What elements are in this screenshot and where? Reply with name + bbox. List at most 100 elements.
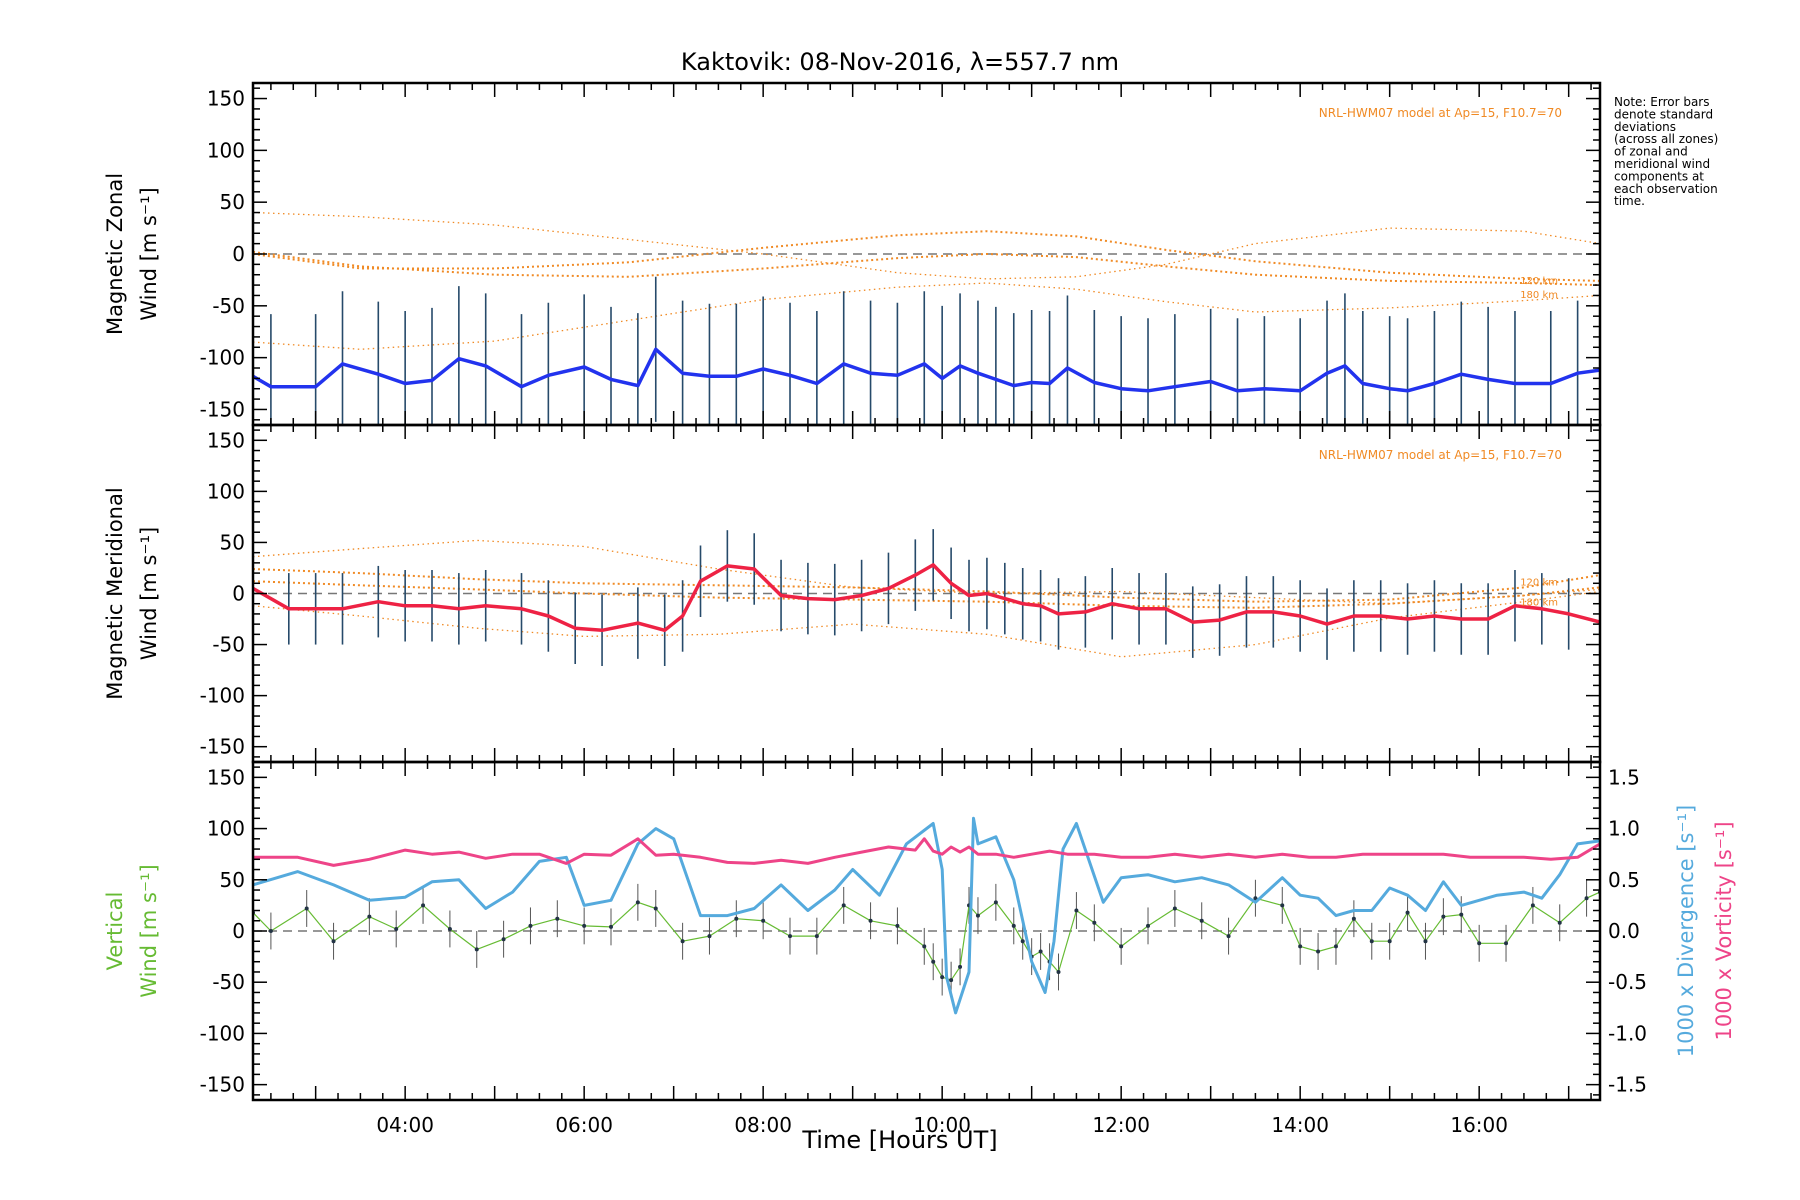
- y-tick-label: -100: [200, 346, 245, 370]
- y-tick-label: 50: [220, 190, 245, 214]
- y-tick-label: -150: [200, 397, 245, 421]
- x-tick-label: 06:00: [555, 1113, 613, 1137]
- y-tick-label-right: 1.5: [1608, 765, 1640, 789]
- data-point: [1298, 944, 1303, 949]
- data-point: [680, 939, 685, 944]
- y-tick-label: 150: [207, 87, 245, 111]
- y-tick-label: 100: [207, 817, 245, 841]
- x-tick-label: 16:00: [1450, 1113, 1508, 1137]
- y-tick-label: 100: [207, 479, 245, 503]
- plot-area: [253, 211, 1600, 425]
- model-label: NRL-HWM07 model at Ap=15, F10.7=70: [1319, 448, 1562, 462]
- y-axis-label: Vertical: [103, 892, 127, 971]
- y-tick-label: 150: [207, 765, 245, 789]
- y-tick-label: -50: [212, 294, 245, 318]
- data-point: [474, 947, 479, 952]
- error-bars: [253, 873, 1600, 999]
- model-altitude-label: 180 km: [1520, 290, 1558, 301]
- data-point: [761, 918, 766, 923]
- data-point: [958, 964, 963, 969]
- data-point: [814, 934, 819, 939]
- data-point: [1020, 939, 1025, 944]
- data-point: [1351, 916, 1356, 921]
- data-point: [707, 934, 712, 939]
- note-line: meridional wind: [1614, 157, 1710, 171]
- data-point: [1226, 934, 1231, 939]
- data-point: [949, 978, 954, 983]
- model-curve: [253, 250, 1600, 287]
- data-point: [331, 939, 336, 944]
- data-point: [1172, 906, 1177, 911]
- data-point: [268, 929, 273, 933]
- panel-1: 150 100 50 0 -50 -100 -150 Magnetic Zonal Wind […: [103, 81, 1602, 427]
- data-point: [1011, 923, 1016, 928]
- note-line: Note: Error bars: [1614, 95, 1709, 109]
- y-tick-label: -150: [200, 1073, 245, 1097]
- y-axis-label: Magnetic Zonal: [103, 173, 127, 335]
- note-line: deviations: [1614, 120, 1676, 134]
- y-tick-label: -150: [200, 735, 245, 759]
- y-tick-label: -100: [200, 684, 245, 708]
- data-point: [447, 926, 452, 931]
- y-tick-label: -100: [200, 1021, 245, 1045]
- data-point: [1056, 969, 1061, 974]
- data-point: [1253, 896, 1258, 901]
- y-tick-label-right: -0.5: [1608, 970, 1647, 994]
- y-axis-label: Wind [m s⁻¹]: [137, 864, 161, 997]
- x-tick-label: 10:00: [913, 1113, 971, 1137]
- data-point: [1280, 903, 1285, 908]
- series-line: [253, 891, 1600, 981]
- data-point: [528, 923, 533, 928]
- y-tick-label-right: 0.5: [1608, 868, 1640, 892]
- data-point: [304, 906, 309, 911]
- data-point: [501, 937, 506, 942]
- data-point: [653, 906, 658, 911]
- data-point: [1504, 941, 1509, 946]
- x-axis-label: Time [Hours UT]: [801, 1126, 997, 1154]
- data-point: [1423, 939, 1428, 944]
- data-point: [555, 916, 560, 921]
- data-point: [1146, 923, 1151, 928]
- y-tick-label-right: -1.5: [1608, 1073, 1647, 1097]
- data-point: [788, 934, 793, 939]
- model-curve: [253, 580, 1600, 609]
- y-tick-label: 150: [207, 428, 245, 452]
- note-line: denote standard: [1614, 107, 1713, 121]
- data-point: [1459, 912, 1464, 917]
- x-tick-label: 14:00: [1271, 1113, 1329, 1137]
- note-line: time.: [1614, 194, 1645, 208]
- panel-3: 150 100 50 0 -50 -100 -150 1.5 1.0 0.5 0.0 -0.5 -1.0…: [103, 760, 1736, 1137]
- x-tick-label: 12:00: [1092, 1113, 1150, 1137]
- y-tick-label: 0: [232, 582, 245, 606]
- panels: 150 100 50 0 -50 -100 -150 Magnetic Zonal Wind […: [103, 81, 1736, 1137]
- data-point: [1477, 941, 1482, 946]
- series-line: [253, 837, 1600, 867]
- data-point: [940, 975, 945, 980]
- x-tick-label: 08:00: [734, 1113, 792, 1137]
- model-label: NRL-HWM07 model at Ap=15, F10.7=70: [1319, 106, 1562, 120]
- plot-area: [253, 816, 1600, 1015]
- data-point: [1441, 914, 1446, 919]
- y-tick-label: 50: [220, 530, 245, 554]
- y-axis-label: Wind [m s⁻¹]: [137, 527, 161, 660]
- figure-title: Kaktovik: 08-Nov-2016, λ=557.7 nm: [681, 48, 1119, 76]
- series-line: [253, 347, 1600, 393]
- y-tick-label: 0: [232, 242, 245, 266]
- data-point: [922, 944, 927, 949]
- error-bars: [253, 276, 1600, 425]
- model-curve: [253, 539, 1600, 605]
- data-point: [1387, 939, 1392, 944]
- y-axis-label: Magnetic Meridional: [103, 487, 127, 699]
- y-tick-label-right: 0.0: [1608, 919, 1640, 943]
- data-point: [931, 959, 936, 964]
- data-point: [1316, 949, 1321, 954]
- y-tick-label: 50: [220, 868, 245, 892]
- data-point: [1584, 896, 1589, 901]
- note-line: of zonal and: [1614, 145, 1688, 159]
- data-point: [1119, 944, 1124, 949]
- model-curve: [253, 211, 1600, 280]
- y-tick-label: 100: [207, 138, 245, 162]
- note-line: each observation: [1614, 182, 1718, 196]
